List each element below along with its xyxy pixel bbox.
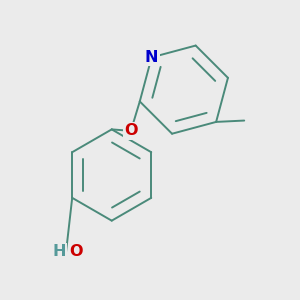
Text: O: O [124,123,138,138]
Text: O: O [69,244,82,259]
Text: N: N [145,50,158,65]
Text: H: H [52,244,66,259]
